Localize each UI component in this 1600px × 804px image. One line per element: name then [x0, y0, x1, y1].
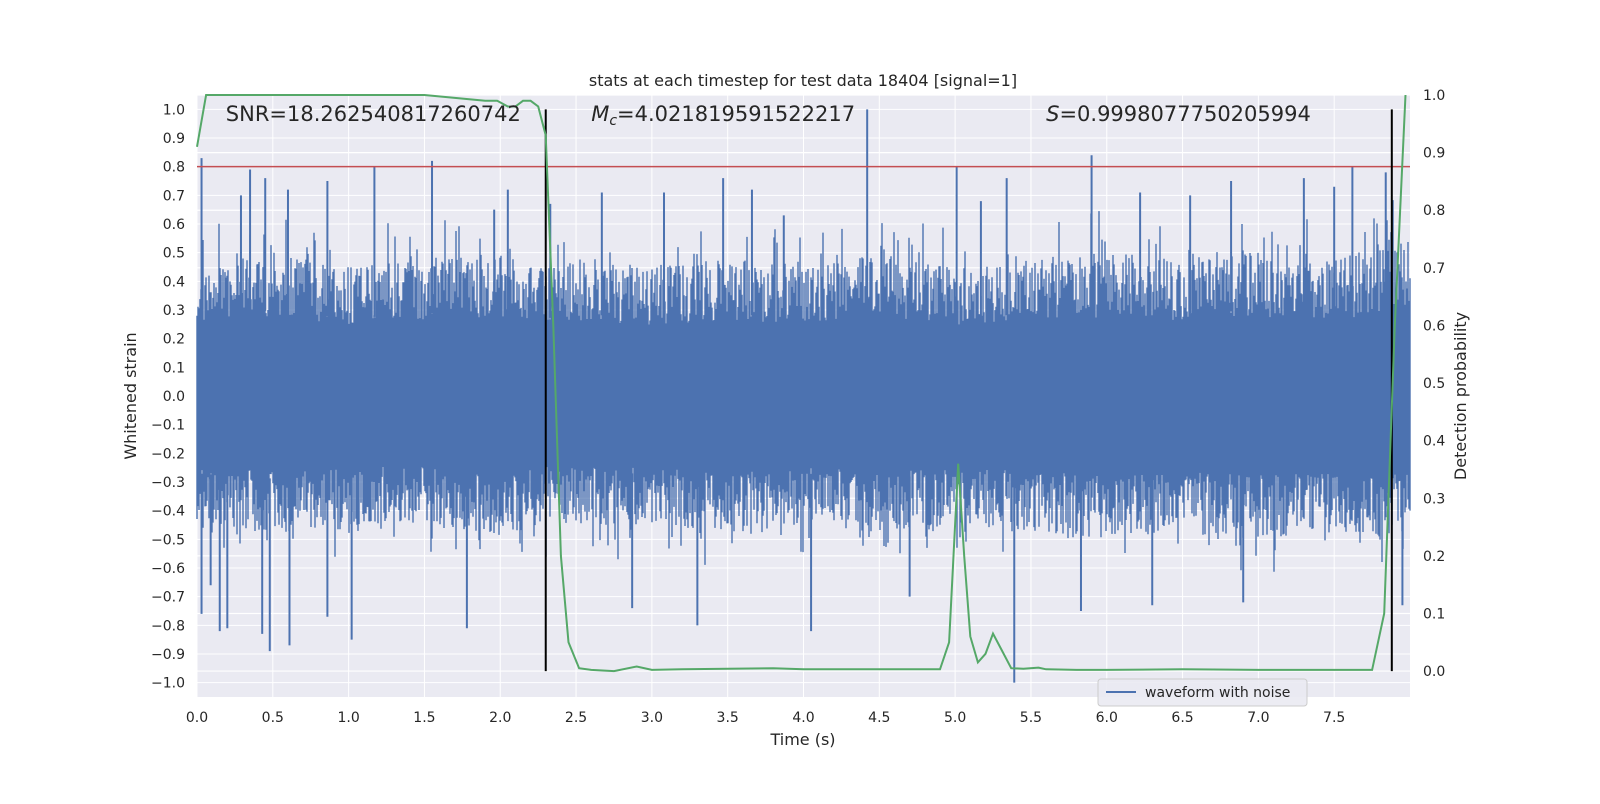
- y-tick-label: 1.0: [163, 102, 185, 118]
- y-tick-label: 0.6: [163, 217, 185, 233]
- y-tick-labels: 1.0 0.9 0.8 0.7 0.6 0.5 0.4 0.3 0.2 0.1 0.0 −0.1 −0.…: [151, 102, 185, 691]
- x-tick-label: 6.0: [1096, 710, 1118, 726]
- annotation-text: S=0.9998077750205994: [1046, 102, 1311, 126]
- x-tick-label: 4.0: [792, 710, 814, 726]
- x-tick-label: 1.0: [337, 710, 359, 726]
- x-tick-label: 5.5: [1020, 710, 1042, 726]
- y2-tick-label: 0.6: [1423, 318, 1445, 334]
- y-tick-label: −0.7: [151, 590, 185, 606]
- x-tick-label: 3.0: [641, 710, 663, 726]
- y-tick-label: −0.6: [151, 561, 185, 577]
- probability-series: [196, 94, 1407, 673]
- x-tick-label: 2.0: [489, 710, 511, 726]
- x-tick-label: 6.5: [1171, 710, 1193, 726]
- y-tick-label: 0.8: [163, 160, 185, 176]
- annotations: SNR=18.262540817260742 Mc=4.0218195915222…: [226, 102, 1311, 129]
- x-tick-label: 4.5: [868, 710, 890, 726]
- chart-title: stats at each timestep for test data 184…: [589, 71, 1017, 90]
- y2-axis-label: Detection probability: [1451, 312, 1470, 480]
- y-tick-label: 0.4: [163, 274, 185, 290]
- legend: waveform with noise: [1097, 678, 1308, 707]
- x-tick-label: 2.5: [565, 710, 587, 726]
- y-tick-label: −0.9: [151, 647, 185, 663]
- strain-trace: [196, 200, 1411, 572]
- y-tick-label: −0.3: [151, 475, 185, 491]
- y-tick-label: −0.1: [151, 418, 185, 434]
- y-tick-label: 0.2: [163, 332, 185, 348]
- y2-tick-label: 0.2: [1423, 549, 1445, 565]
- legend-label: waveform with noise: [1145, 685, 1290, 701]
- detection-probability-line: [196, 94, 1407, 673]
- y-tick-label: 0.7: [163, 188, 185, 204]
- y2-tick-label: 0.1: [1423, 606, 1445, 622]
- legend-box: [1097, 678, 1308, 707]
- x-tick-label: 1.5: [413, 710, 435, 726]
- y-tick-label: 0.0: [163, 389, 185, 405]
- y-tick-label: 0.3: [163, 303, 185, 319]
- x-tick-label: 0.5: [262, 710, 284, 726]
- y-tick-label: −0.2: [151, 446, 185, 462]
- annotation-text: SNR=18.262540817260742: [226, 102, 521, 126]
- annotation-text: Mc=4.021819591522217: [591, 102, 855, 129]
- y2-tick-label: 0.5: [1423, 376, 1445, 392]
- y-tick-label: −0.4: [151, 504, 185, 520]
- x-tick-label: 5.0: [944, 710, 966, 726]
- y-tick-label: 0.5: [163, 246, 185, 262]
- x-tick-labels: 0.0 0.5 1.0 1.5 2.0 2.5 3.0 3.5 4.0 4.5 5.0 5.5 6.0 6…: [186, 710, 1345, 726]
- y2-tick-label: 0.8: [1423, 203, 1445, 219]
- y2-tick-label: 0.3: [1423, 491, 1445, 507]
- y2-tick-label: 0.7: [1423, 261, 1445, 277]
- y2-tick-label: 0.4: [1423, 434, 1445, 450]
- y-tick-label: −0.8: [151, 618, 185, 634]
- x-tick-label: 3.5: [717, 710, 739, 726]
- x-axis-label: Time (s): [769, 730, 835, 749]
- y2-tick-label: 0.0: [1423, 664, 1445, 680]
- y-tick-label: 0.9: [163, 131, 185, 147]
- y2-tick-labels: 1.0 0.9 0.8 0.7 0.6 0.5 0.4 0.3 0.2 0.1 0.0: [1423, 88, 1445, 680]
- y2-tick-label: 1.0: [1423, 88, 1445, 104]
- y-tick-label: −0.5: [151, 532, 185, 548]
- x-tick-label: 7.5: [1323, 710, 1345, 726]
- y-tick-label: −1.0: [151, 676, 185, 692]
- y2-tick-label: 0.9: [1423, 146, 1445, 162]
- y-tick-label: 0.1: [163, 360, 185, 376]
- x-tick-label: 7.0: [1247, 710, 1269, 726]
- x-tick-label: 0.0: [186, 710, 208, 726]
- y-axis-label: Whitened strain: [121, 332, 140, 459]
